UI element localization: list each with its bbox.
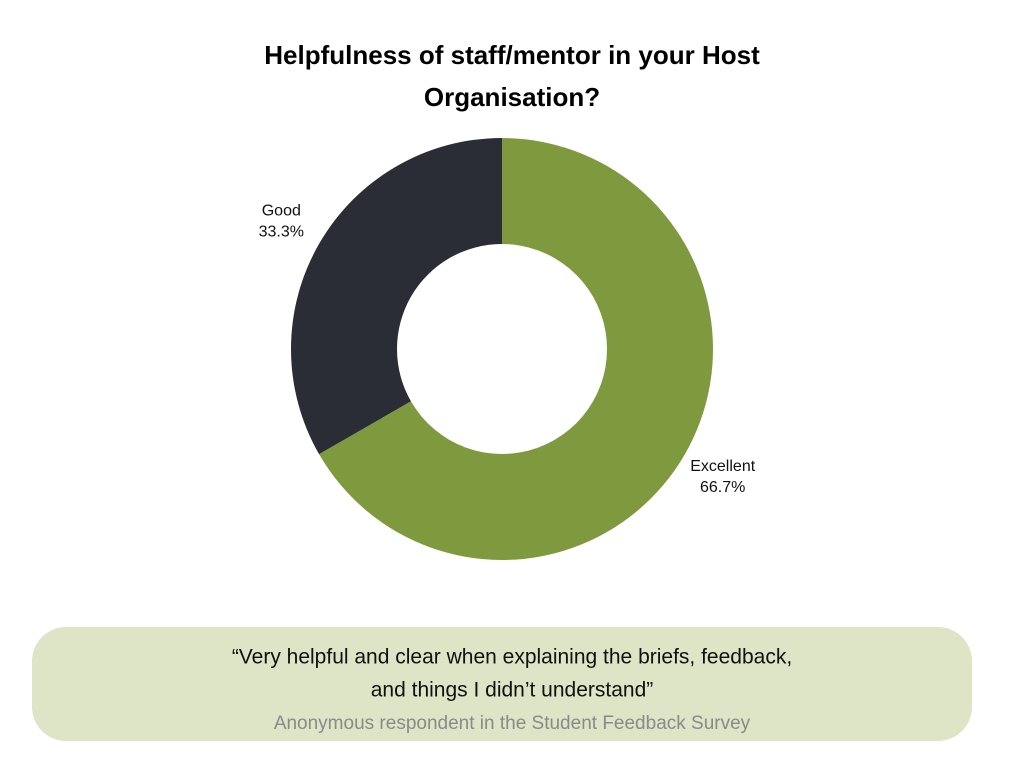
value-label: 33.3%	[259, 224, 304, 241]
category-label: Excellent	[690, 458, 755, 475]
donut-slice	[319, 138, 713, 560]
value-label: 66.7%	[700, 479, 745, 496]
category-label: Good	[262, 203, 301, 220]
quote-box	[32, 627, 972, 741]
slice-label: Good 33.3%	[259, 203, 304, 241]
slice-label: Excellent 66.7%	[690, 458, 755, 496]
donut-slice	[291, 138, 502, 455]
quote-line: and things I didn’t understand”	[371, 679, 654, 702]
quote-source: Anonymous respondent in the Student Feed…	[274, 713, 751, 734]
chart-title: Helpfulness of staff/mentor in your Host…	[264, 40, 760, 112]
quote-line: “Very helpful and clear when explaining …	[232, 646, 792, 669]
